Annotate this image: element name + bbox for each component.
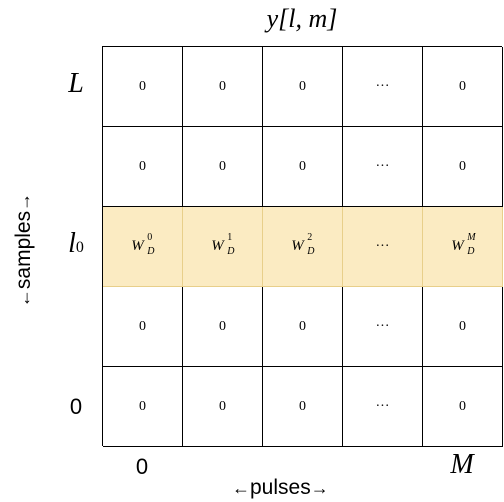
arrow-right-icon: →: [14, 192, 34, 211]
matrix-cell: 0: [423, 47, 503, 127]
arrow-left-icon: ←: [232, 478, 250, 498]
matrix-row: 0 0 0 ··· 0: [103, 127, 503, 207]
row-label-bottom: 0: [69, 394, 83, 419]
col-label-right: M: [450, 449, 474, 480]
matrix-row: 0 0 0 ··· 0: [103, 287, 503, 367]
x-axis-text: pulses: [250, 476, 311, 499]
matrix-row-bottom: 0 0 0 ··· 0: [103, 367, 503, 447]
matrix-cell: 0: [263, 47, 343, 127]
matrix-cell: 0: [423, 367, 503, 447]
matrix-cell: 0: [103, 127, 183, 207]
matrix-cell: 0: [423, 127, 503, 207]
y-axis-label: ← samples →: [10, 170, 38, 330]
row-label-highlight: l0: [68, 228, 84, 259]
matrix-cell-ellipsis: ···: [343, 367, 423, 447]
matrix-cell: 0: [183, 47, 263, 127]
matrix-cell: 0: [183, 367, 263, 447]
matrix-cell: 0: [183, 127, 263, 207]
y-axis-text: samples: [12, 210, 35, 290]
matrix-cell: 0: [263, 127, 343, 207]
row-label-top: L: [68, 68, 84, 99]
matrix-cell: 0: [183, 287, 263, 367]
matrix-cell: 0: [423, 287, 503, 367]
x-axis-label: ← pulses →: [232, 474, 382, 502]
matrix-cell-ellipsis: ···: [343, 207, 423, 287]
arrow-right-icon: →: [310, 478, 329, 498]
arrow-left-icon: ←: [14, 289, 34, 308]
col-label-left: 0: [135, 454, 149, 479]
matrix-row-top: 0 0 0 ··· 0: [103, 47, 503, 127]
matrix-cell-ellipsis: ···: [343, 127, 423, 207]
matrix-cell: 0: [103, 367, 183, 447]
matrix-cell-ellipsis: ···: [343, 47, 423, 127]
matrix-cell: 0: [103, 47, 183, 127]
matrix-cell: 0: [263, 287, 343, 367]
matrix-cell: 0: [103, 287, 183, 367]
matrix-cell-ellipsis: ···: [343, 287, 423, 367]
matrix-cell: 0: [263, 367, 343, 447]
matrix-title: y[l, m]: [266, 4, 338, 33]
